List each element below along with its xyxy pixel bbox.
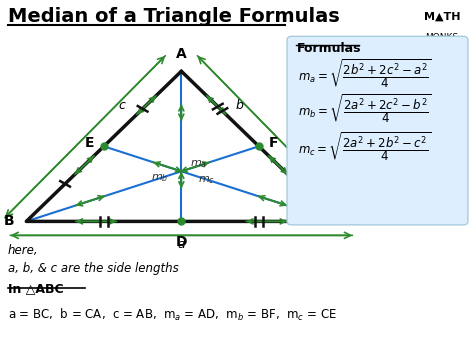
Text: C: C [348, 214, 358, 228]
Text: a: a [178, 238, 185, 251]
Text: $m_a$: $m_a$ [190, 158, 207, 170]
Text: E: E [85, 136, 94, 150]
Text: A: A [176, 47, 187, 61]
Text: $m_b = \sqrt{\dfrac{2a^2 + 2c^2 - b^2}{4}}$: $m_b = \sqrt{\dfrac{2a^2 + 2c^2 - b^2}{4… [298, 92, 432, 125]
Text: c: c [118, 99, 125, 112]
Text: b: b [236, 99, 244, 112]
Text: In △ABC: In △ABC [8, 283, 63, 296]
Text: $m_c = \sqrt{\dfrac{2a^2 + 2b^2 - c^2}{4}}$: $m_c = \sqrt{\dfrac{2a^2 + 2b^2 - c^2}{4… [298, 131, 431, 163]
Text: Median of a Triangle Formulas: Median of a Triangle Formulas [8, 7, 339, 26]
Text: Formulas: Formulas [296, 42, 361, 55]
Text: a = BC,  b = CA,  c = AB,  m$_a$ = AD,  m$_b$ = BF,  m$_c$ = CE: a = BC, b = CA, c = AB, m$_a$ = AD, m$_b… [8, 307, 337, 323]
Text: M▲TH: M▲TH [424, 11, 460, 21]
Text: here,
a, b, & c are the side lengths: here, a, b, & c are the side lengths [8, 244, 178, 275]
Text: $m_c$: $m_c$ [198, 174, 215, 186]
Text: MONKS: MONKS [426, 33, 459, 42]
Text: $m_a = \sqrt{\dfrac{2b^2 + 2c^2 - a^2}{4}}$: $m_a = \sqrt{\dfrac{2b^2 + 2c^2 - a^2}{4… [298, 57, 431, 90]
Text: D: D [175, 235, 187, 249]
Text: $m_b$: $m_b$ [151, 172, 168, 183]
Text: B: B [4, 214, 15, 228]
Text: F: F [268, 136, 278, 150]
FancyBboxPatch shape [287, 36, 468, 225]
